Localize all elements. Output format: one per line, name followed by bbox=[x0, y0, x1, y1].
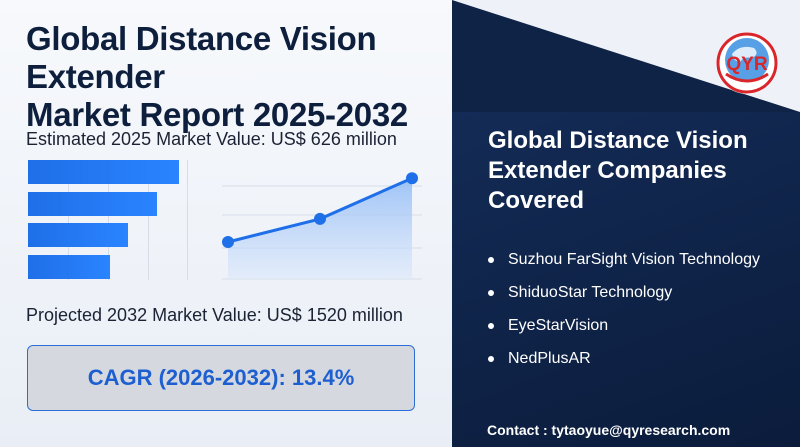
trend-point bbox=[406, 172, 418, 185]
contact-info[interactable]: Contact : tytaoyue@qyresearch.com bbox=[487, 422, 731, 438]
cagr-box: CAGR (2026-2032): 13.4% bbox=[27, 345, 415, 411]
qyr-logo: QYR bbox=[716, 32, 778, 94]
bar-gridlines bbox=[28, 160, 188, 280]
decorative-line-graphic bbox=[222, 172, 422, 280]
bullet-icon bbox=[488, 323, 494, 329]
list-item: ShiduoStar Technology bbox=[488, 283, 760, 316]
bar-2 bbox=[28, 192, 157, 216]
line-area-fill bbox=[228, 178, 412, 279]
bullet-icon bbox=[488, 290, 494, 296]
page-title: Global Distance Vision Extender Market R… bbox=[26, 20, 466, 134]
companies-title-line-3: Covered bbox=[488, 187, 585, 214]
list-item: NedPlusAR bbox=[488, 349, 760, 382]
right-panel-shade bbox=[452, 112, 800, 447]
bar-4 bbox=[28, 255, 110, 279]
companies-title-line-2: Extender Companies bbox=[488, 157, 727, 184]
title-line-1: Global Distance Vision Extender bbox=[26, 20, 377, 95]
trend-point bbox=[222, 236, 234, 248]
projected-market-value: Projected 2032 Market Value: US$ 1520 mi… bbox=[26, 305, 403, 325]
trend-points bbox=[222, 172, 418, 248]
company-name: ShiduoStar Technology bbox=[508, 284, 673, 301]
bullet-icon bbox=[488, 356, 494, 362]
companies-title-line-1: Global Distance Vision bbox=[488, 127, 748, 154]
list-item: EyeStarVision bbox=[488, 316, 760, 349]
estimated-market-value: Estimated 2025 Market Value: US$ 626 mil… bbox=[26, 129, 397, 149]
trend-point bbox=[314, 212, 326, 225]
logo-text: QYR bbox=[726, 54, 767, 75]
companies-title: Global Distance Vision Extender Companie… bbox=[488, 126, 788, 216]
company-list: Suzhou FarSight Vision Technology Shiduo… bbox=[488, 250, 760, 382]
company-name: NedPlusAR bbox=[508, 350, 591, 367]
cagr-text: CAGR (2026-2032): 13.4% bbox=[87, 365, 355, 390]
company-name: Suzhou FarSight Vision Technology bbox=[508, 251, 761, 268]
title-line-2: Market Report 2025-2032 bbox=[26, 96, 408, 133]
company-name: EyeStarVision bbox=[508, 317, 609, 334]
bar-1 bbox=[28, 160, 179, 184]
bullet-icon bbox=[488, 257, 494, 263]
bar-3 bbox=[28, 223, 129, 247]
list-item: Suzhou FarSight Vision Technology bbox=[488, 250, 760, 283]
decorative-bar-graphic bbox=[28, 160, 188, 280]
